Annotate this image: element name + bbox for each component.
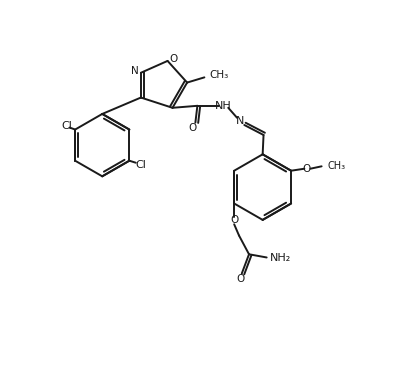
Text: N: N [131,66,139,76]
Text: Cl: Cl [135,160,146,170]
Text: N: N [236,116,245,126]
Text: NH: NH [215,101,232,111]
Text: O: O [170,54,178,64]
Text: O: O [188,123,196,133]
Text: O: O [230,215,238,225]
Text: Cl: Cl [61,121,72,131]
Text: CH₃: CH₃ [209,70,229,81]
Text: O: O [237,274,245,283]
Text: NH₂: NH₂ [270,253,291,263]
Text: O: O [302,164,310,174]
Text: CH₃: CH₃ [327,161,345,171]
